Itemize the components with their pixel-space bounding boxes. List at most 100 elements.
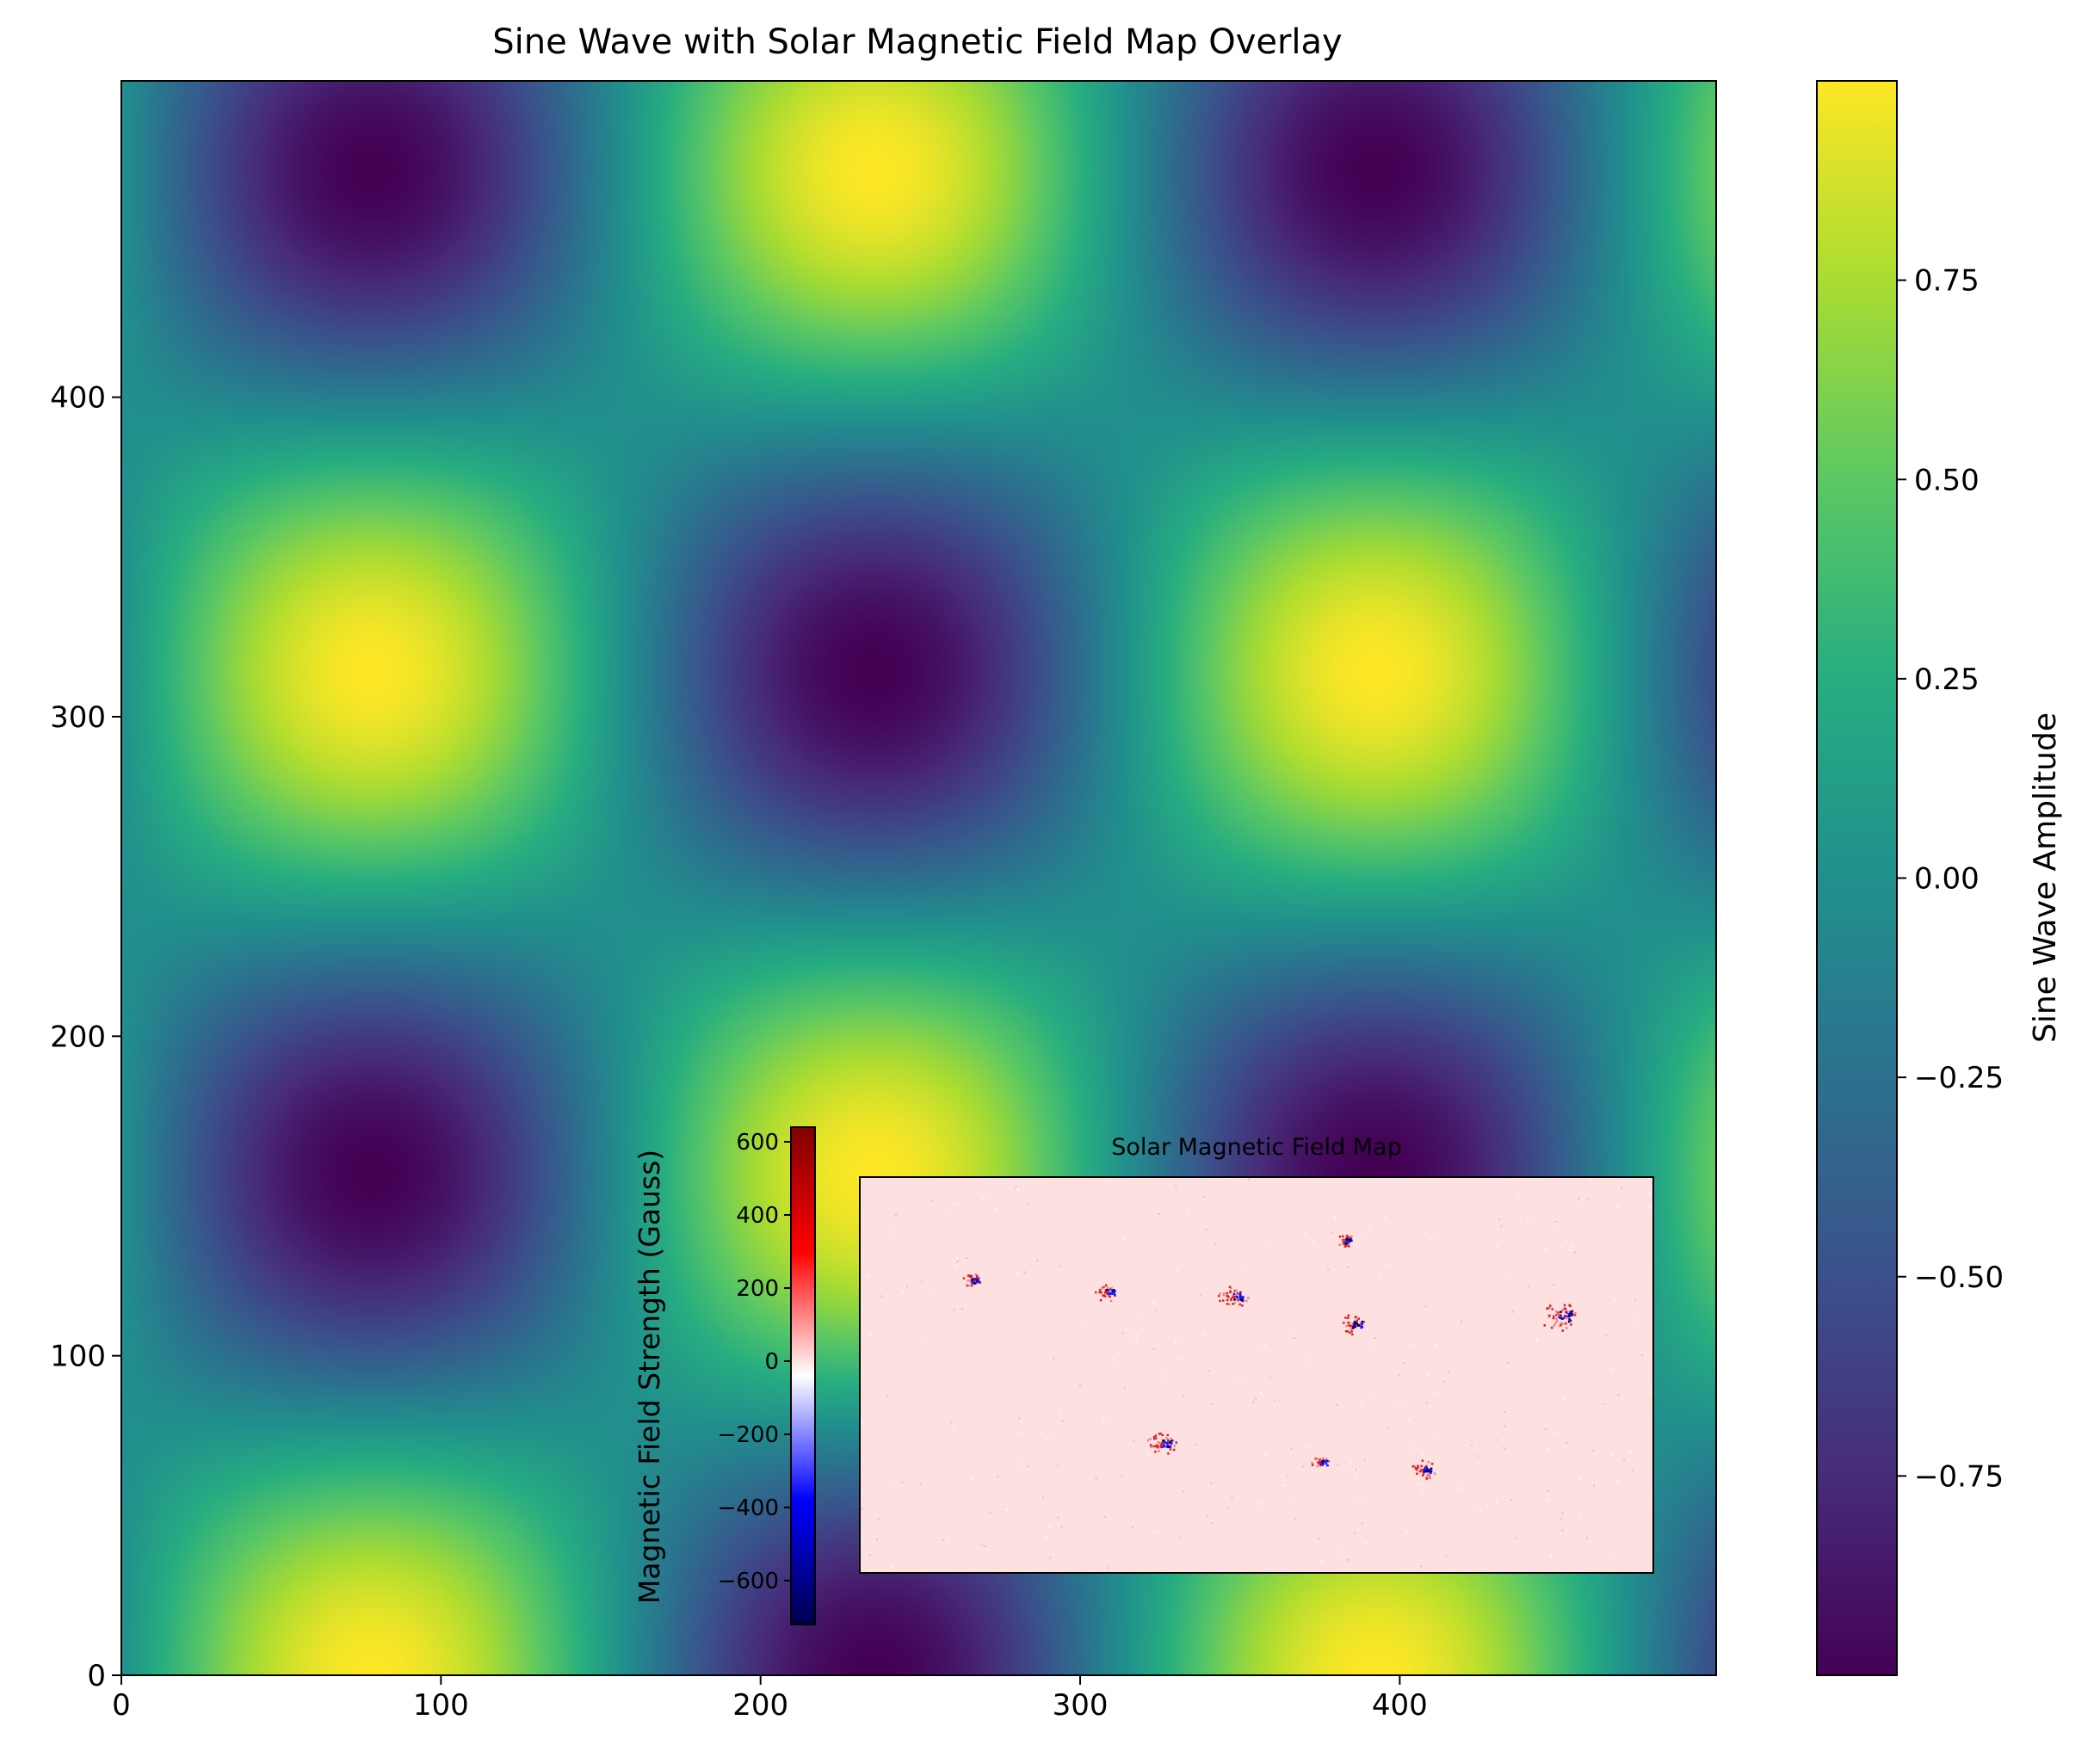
positive-flux-speck: [1561, 1329, 1564, 1332]
positive-flux-speck: [1548, 1314, 1551, 1317]
inset-colorbar-bar: [790, 1126, 816, 1625]
inset-speckle: [875, 1538, 878, 1540]
positive-flux-speck: [1232, 1294, 1235, 1297]
inset-speckle: [952, 1425, 954, 1427]
negative-flux-speck: [1237, 1296, 1239, 1299]
positive-flux-speck: [979, 1281, 982, 1284]
inset-speckle: [966, 1257, 968, 1260]
inset-speckle: [1507, 1361, 1510, 1364]
positive-flux-speck: [1553, 1324, 1556, 1327]
inset-speckle: [1609, 1367, 1612, 1370]
positive-flux-speck: [1356, 1321, 1358, 1323]
active-region: [1543, 1304, 1577, 1332]
positive-flux-speck: [1160, 1442, 1164, 1445]
positive-flux-speck: [1316, 1464, 1319, 1468]
main-plot-frame: [120, 80, 1717, 1676]
x-tick-label: 400: [1372, 1688, 1428, 1723]
positive-flux-speck: [1236, 1292, 1239, 1295]
inset-speckle: [1182, 1490, 1184, 1493]
positive-flux-speck: [975, 1274, 979, 1278]
negative-flux-speck: [1560, 1316, 1562, 1319]
inset-speckle: [1056, 1464, 1059, 1467]
inset-speckle: [1174, 1341, 1177, 1344]
active-region: [1217, 1285, 1250, 1307]
x-axis: 0 100 200 300 400: [112, 1675, 1428, 1723]
negative-flux-speck: [1233, 1298, 1236, 1301]
inset-speckle: [997, 1476, 999, 1478]
inset-speckle: [1373, 1396, 1375, 1399]
inset-speckle: [1346, 1266, 1349, 1268]
positive-flux-speck: [1325, 1458, 1328, 1461]
negative-flux-speck: [1568, 1315, 1572, 1317]
positive-flux-speck: [1573, 1313, 1577, 1316]
positive-flux-speck: [1328, 1460, 1331, 1463]
inset-speckle: [961, 1308, 964, 1310]
inset-speckle: [1204, 1333, 1207, 1335]
inset-speckle: [1264, 1454, 1267, 1457]
negative-flux-speck: [1111, 1291, 1115, 1293]
inset-speckle: [1629, 1451, 1632, 1453]
inset-speckle: [861, 1421, 863, 1423]
positive-flux-speck: [1570, 1323, 1572, 1326]
negative-flux-speck: [1166, 1444, 1170, 1446]
inset-speckle: [1363, 1458, 1366, 1461]
chart-title: Sine Wave with Solar Magnetic Field Map …: [492, 22, 1342, 62]
inset-speckle: [921, 1338, 923, 1341]
inset-speckle: [1180, 1358, 1183, 1360]
inset-speckle: [1527, 1221, 1529, 1224]
inset-speckle: [1061, 1420, 1064, 1422]
inset-speckle: [1634, 1318, 1636, 1321]
positive-flux-speck: [1344, 1330, 1348, 1333]
negative-flux-speck: [1347, 1242, 1350, 1245]
positive-flux-speck: [1546, 1307, 1548, 1310]
negative-flux-speck: [1560, 1310, 1562, 1313]
inset-frame: [859, 1176, 1654, 1574]
negative-flux-speck: [1326, 1464, 1329, 1467]
positive-flux-speck: [1553, 1315, 1555, 1318]
inset-speckle: [1369, 1346, 1372, 1348]
x-tick-label: 100: [413, 1688, 469, 1723]
inset-speckle: [1042, 1496, 1045, 1499]
negative-flux-speck: [1562, 1316, 1566, 1320]
inset-speckle: [1084, 1321, 1087, 1323]
inset-speckle: [1337, 1464, 1339, 1466]
inset-speckle: [869, 1334, 872, 1336]
positive-flux-speck: [970, 1284, 973, 1287]
positive-flux-speck: [1226, 1292, 1229, 1295]
inset-speckle: [1292, 1329, 1294, 1332]
positive-flux-speck: [1154, 1434, 1158, 1437]
positive-flux-speck: [1226, 1303, 1229, 1305]
positive-flux-speck: [1152, 1437, 1156, 1440]
inset-speckle: [1078, 1384, 1081, 1386]
positive-flux-speck: [1156, 1446, 1159, 1449]
inset-speckle: [980, 1543, 983, 1545]
inset-speckle: [1175, 1185, 1177, 1187]
positive-flux-speck: [1154, 1445, 1158, 1448]
inset-speckle: [1303, 1233, 1306, 1236]
inset-speckle: [868, 1275, 870, 1278]
positive-flux-speck: [1347, 1236, 1350, 1239]
positive-flux-speck: [1347, 1321, 1350, 1324]
inset-title: Solar Magnetic Field Map: [1111, 1134, 1402, 1161]
inset-speckle: [1023, 1271, 1026, 1273]
inset-speckle: [1379, 1273, 1381, 1276]
inset-speckle: [1578, 1198, 1580, 1200]
inset-speckle: [1495, 1501, 1498, 1504]
inset-speckle: [1254, 1397, 1257, 1400]
positive-flux-speck: [1430, 1463, 1434, 1465]
positive-flux-speck: [1157, 1441, 1160, 1444]
inset-speckle: [1200, 1293, 1202, 1296]
inset-speckle: [1387, 1427, 1390, 1430]
positive-flux-speck: [1109, 1299, 1113, 1303]
inset-speckle: [1057, 1516, 1059, 1519]
inset-speckle: [1239, 1378, 1242, 1380]
inset-speckle: [1616, 1479, 1619, 1482]
negative-flux-speck: [1169, 1440, 1172, 1443]
negative-flux-speck: [971, 1281, 973, 1285]
positive-flux-speck: [1318, 1462, 1320, 1465]
positive-flux-speck: [1149, 1444, 1152, 1446]
negative-flux-speck: [1569, 1319, 1572, 1322]
inset-plot: Solar Magnetic Field Map: [859, 1134, 1654, 1574]
inset-speckle: [1604, 1403, 1607, 1405]
inset-colorbar-label: Magnetic Field Strength (Gauss): [633, 1150, 666, 1604]
